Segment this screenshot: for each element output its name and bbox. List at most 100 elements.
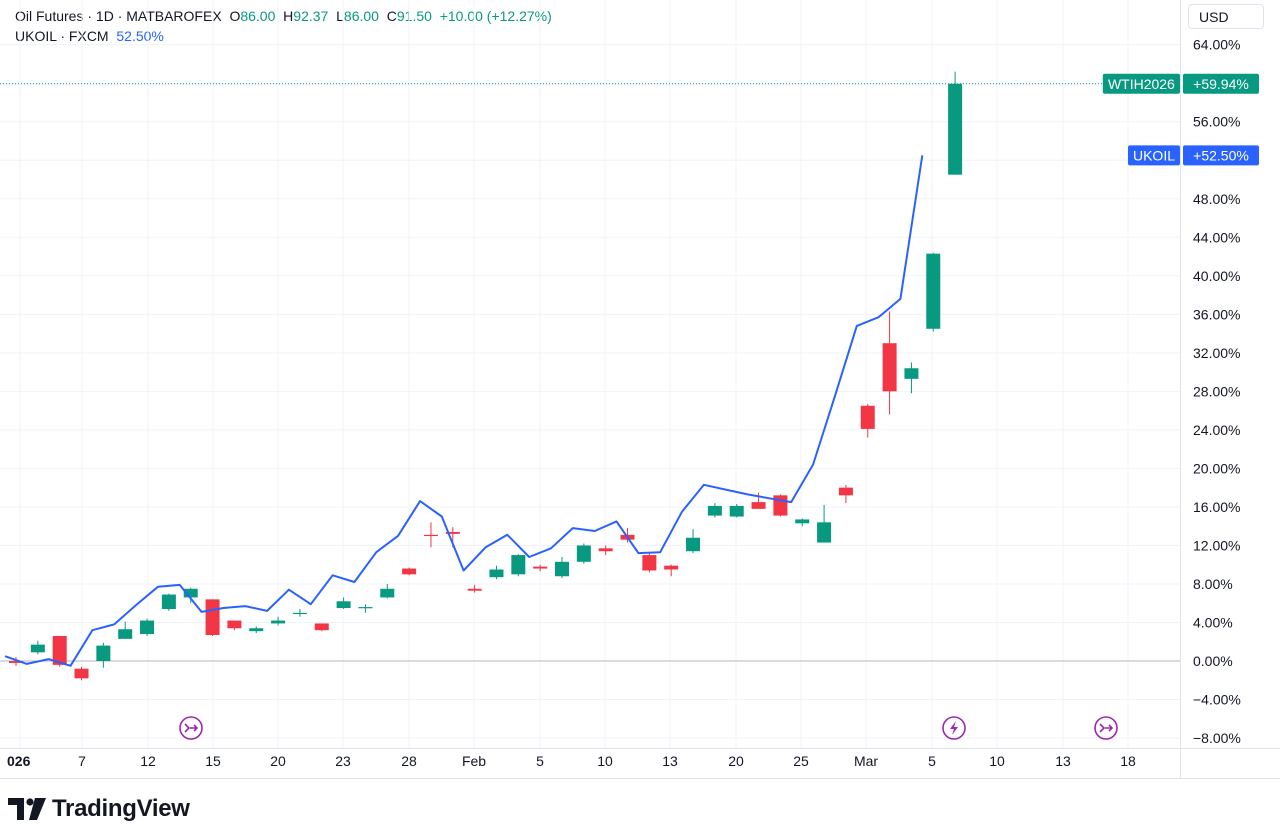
y-tick-label: −8.00% <box>1193 730 1241 746</box>
x-tick-label: Feb <box>462 753 486 769</box>
legend-h-value: 92.37 <box>293 8 329 24</box>
price-label-value: +52.50% <box>1193 147 1249 163</box>
legend-main-row[interactable]: Oil Futures · 1D · MATBAROFEX O 86.00 H92… <box>15 6 552 26</box>
candle-body <box>664 565 679 570</box>
legend-c-value: 91.50 <box>396 8 432 24</box>
arrow-event-icon[interactable] <box>179 716 203 740</box>
arrow-glyph <box>184 723 191 733</box>
legend-compare-symbol: UKOIL · FXCM <box>15 28 109 44</box>
candle-body <box>686 537 701 552</box>
candle-body <box>598 548 613 552</box>
price-label-symbol-box <box>1102 73 1180 94</box>
chart-legend: Oil Futures · 1D · MATBAROFEX O 86.00 H92… <box>15 6 552 46</box>
candle-body <box>445 531 460 534</box>
candle-body <box>948 83 963 175</box>
y-tick-label: −4.00% <box>1193 692 1241 708</box>
y-tick-label: 24.00% <box>1193 422 1240 438</box>
x-tick-label: 25 <box>793 753 809 769</box>
legend-compare-row[interactable]: UKOIL · FXCM 52.50% <box>15 26 552 46</box>
candle-body <box>140 620 155 635</box>
y-tick-label: 0.00% <box>1193 653 1233 669</box>
lightning-glyph <box>950 721 958 735</box>
candle-body <box>511 555 526 575</box>
y-tick-label: 48.00% <box>1193 191 1240 207</box>
ukoil-compare-line <box>4 155 924 667</box>
price-label-wtih2026: WTIH2026 +59.94% <box>1102 73 1259 94</box>
price-label-symbol: WTIH2026 <box>1108 76 1175 92</box>
candle-body <box>205 599 220 635</box>
candle-body <box>576 545 591 562</box>
candle-body <box>227 620 242 629</box>
x-tick-label: 20 <box>270 753 286 769</box>
legend-title: Oil Futures · 1D · MATBAROFEX <box>15 8 222 24</box>
x-tick-label: 5 <box>536 753 544 769</box>
candle-body <box>74 668 89 679</box>
candle-body <box>882 343 897 392</box>
price-label-value-box <box>1183 73 1259 94</box>
candle-body <box>183 588 198 598</box>
y-tick-label: 32.00% <box>1193 345 1240 361</box>
grid <box>0 0 1180 748</box>
candle-body <box>96 645 111 661</box>
price-label-value: +59.94% <box>1193 76 1249 92</box>
price-label-symbol: UKOIL <box>1133 147 1175 163</box>
candle-body <box>860 405 875 429</box>
x-tick-label: 13 <box>1055 753 1071 769</box>
x-tick-label: 10 <box>989 753 1005 769</box>
candle-body <box>489 569 504 578</box>
y-tick-label: 44.00% <box>1193 229 1240 245</box>
candle-body <box>402 568 417 575</box>
candle-body <box>292 612 307 615</box>
x-tick-label: 13 <box>662 753 678 769</box>
candle-body <box>904 368 919 379</box>
candle-body <box>423 534 438 537</box>
x-tick-label: 026 <box>7 753 31 769</box>
y-tick-label: 16.00% <box>1193 499 1240 515</box>
candle-body <box>118 629 133 639</box>
brand-name: TradingView <box>52 795 190 822</box>
arrow-event-icon[interactable] <box>1094 716 1118 740</box>
price-label-ukoil: UKOIL +52.50% <box>1128 145 1259 166</box>
candle-body <box>751 502 766 509</box>
y-tick-label: 12.00% <box>1193 537 1240 553</box>
legend-change: +10.00 (+12.27%) <box>439 8 552 24</box>
tradingview-logo-icon <box>8 798 46 820</box>
x-tick-label: 10 <box>597 753 613 769</box>
legend-o-label: O <box>229 8 241 24</box>
candle-body <box>533 566 548 569</box>
candle-body <box>729 505 744 517</box>
tradingview-logo[interactable]: TradingView <box>8 795 190 822</box>
lightning-event-icon[interactable] <box>942 716 966 740</box>
candle-body <box>926 253 941 329</box>
candle-body <box>555 561 569 577</box>
candle-body <box>161 594 176 609</box>
candle-body <box>336 601 351 609</box>
candle-body <box>817 522 832 543</box>
price-labels: WTIH2026 +59.94% UKOIL +52.50% <box>1102 73 1259 166</box>
candle-body <box>380 588 395 598</box>
x-tick-label: 18 <box>1120 753 1136 769</box>
x-tick-label: 5 <box>928 753 936 769</box>
arrow-glyph <box>1099 723 1106 733</box>
x-tick-label: 15 <box>205 753 221 769</box>
candles <box>9 71 963 681</box>
candle-body <box>642 555 657 571</box>
arrow-glyph <box>1105 724 1114 732</box>
price-label-value-box <box>1183 145 1259 166</box>
legend-h-label: H <box>283 8 294 24</box>
candle-body <box>467 588 482 591</box>
candle-body <box>707 505 722 516</box>
y-tick-label: 56.00% <box>1193 114 1240 130</box>
y-tick-label: 8.00% <box>1193 576 1233 592</box>
y-tick-label: 40.00% <box>1193 268 1240 284</box>
candle-body <box>271 620 286 624</box>
compare-line-layer <box>0 83 1180 667</box>
legend-l-value: 86.00 <box>343 8 379 24</box>
x-tick-label: 28 <box>401 753 417 769</box>
candle-body <box>9 661 23 663</box>
y-tick-label: 36.00% <box>1193 306 1240 322</box>
x-tick-label: 23 <box>335 753 351 769</box>
y-tick-label: 20.00% <box>1193 460 1240 476</box>
currency-selector[interactable]: USD <box>1188 4 1264 29</box>
